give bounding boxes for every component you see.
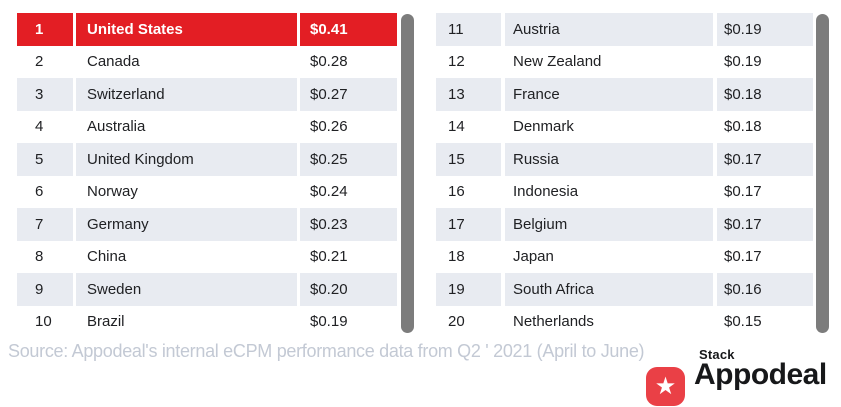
country-cell: France — [505, 78, 713, 111]
country-cell: Germany — [76, 208, 297, 241]
rank-cell: 7 — [17, 208, 73, 241]
ecpm-table-ranks-1-10: 1 United States $0.41 2 Canada $0.28 3 Switzerl… — [17, 13, 397, 338]
ecpm-value-cell: $0.23 — [300, 208, 397, 241]
rank-cell: 4 — [17, 110, 73, 143]
country-cell: Belgium — [505, 208, 713, 241]
table-row: 16 Indonesia $0.17 — [436, 175, 813, 208]
rank-cell: 3 — [17, 78, 73, 111]
country-cell: Australia — [76, 110, 297, 143]
country-cell: Japan — [505, 240, 713, 273]
country-cell: Austria — [505, 13, 713, 46]
rank-cell: 18 — [436, 240, 501, 273]
ecpm-value-cell: $0.26 — [300, 110, 397, 143]
ecpm-value-cell: $0.15 — [717, 305, 813, 338]
source-note: Source: Appodeal's internal eCPM perform… — [8, 341, 645, 361]
country-cell: Netherlands — [505, 305, 713, 338]
table-row: 2 Canada $0.28 — [17, 45, 397, 78]
ecpm-value-cell: $0.17 — [717, 175, 813, 208]
ecpm-value-cell: $0.25 — [300, 143, 397, 176]
rank-cell: 11 — [436, 13, 501, 46]
country-cell: Denmark — [505, 110, 713, 143]
ecpm-value-cell: $0.41 — [300, 13, 397, 46]
table-row: 10 Brazil $0.19 — [17, 305, 397, 338]
ecpm-value-cell: $0.18 — [717, 78, 813, 111]
ecpm-value-cell: $0.21 — [300, 240, 397, 273]
rank-cell: 10 — [17, 305, 73, 338]
country-cell: Sweden — [76, 273, 297, 306]
rank-cell: 19 — [436, 273, 501, 306]
table-row: 3 Switzerland $0.27 — [17, 78, 397, 111]
table-row: 11 Austria $0.19 — [436, 13, 813, 46]
rank-cell: 6 — [17, 175, 73, 208]
ecpm-value-cell: $0.19 — [717, 45, 813, 78]
rank-cell: 12 — [436, 45, 501, 78]
rank-cell: 5 — [17, 143, 73, 176]
country-cell: South Africa — [505, 273, 713, 306]
table-row: 17 Belgium $0.17 — [436, 208, 813, 241]
rank-cell: 2 — [17, 45, 73, 78]
ecpm-table-ranks-11-20: 11 Austria $0.19 12 New Zealand $0.19 13 France… — [436, 13, 813, 338]
table-row: 14 Denmark $0.18 — [436, 110, 813, 143]
rank-cell: 16 — [436, 175, 501, 208]
logo-stack-label: Stack — [699, 347, 735, 362]
country-cell: Russia — [505, 143, 713, 176]
rank-cell: 17 — [436, 208, 501, 241]
table-row: 15 Russia $0.17 — [436, 143, 813, 176]
rank-cell: 20 — [436, 305, 501, 338]
ecpm-value-cell: $0.18 — [717, 110, 813, 143]
ecpm-value-cell: $0.17 — [717, 208, 813, 241]
country-cell: Norway — [76, 175, 297, 208]
table-row: 5 United Kingdom $0.25 — [17, 143, 397, 176]
table-row: 8 China $0.21 — [17, 240, 397, 273]
ecpm-value-cell: $0.28 — [300, 45, 397, 78]
country-cell: Indonesia — [505, 175, 713, 208]
star-icon: ★ — [654, 371, 677, 400]
ecpm-value-cell: $0.27 — [300, 78, 397, 111]
table-row: 1 United States $0.41 — [17, 13, 397, 46]
left-table-scrollbar[interactable] — [401, 14, 414, 333]
ecpm-value-cell: $0.17 — [717, 143, 813, 176]
table-row: 7 Germany $0.23 — [17, 208, 397, 241]
appodeal-logo: ★ Stack Appodeal — [646, 347, 831, 407]
table-row: 20 Netherlands $0.15 — [436, 305, 813, 338]
rank-cell: 9 — [17, 273, 73, 306]
country-cell: United States — [76, 13, 297, 46]
ecpm-value-cell: $0.17 — [717, 240, 813, 273]
ecpm-value-cell: $0.19 — [717, 13, 813, 46]
rank-cell: 13 — [436, 78, 501, 111]
logo-badge: ★ — [646, 367, 685, 406]
country-cell: Canada — [76, 45, 297, 78]
ecpm-value-cell: $0.24 — [300, 175, 397, 208]
table-row: 18 Japan $0.17 — [436, 240, 813, 273]
country-cell: Brazil — [76, 305, 297, 338]
country-cell: United Kingdom — [76, 143, 297, 176]
table-row: 4 Australia $0.26 — [17, 110, 397, 143]
table-row: 13 France $0.18 — [436, 78, 813, 111]
ecpm-value-cell: $0.19 — [300, 305, 397, 338]
table-row: 6 Norway $0.24 — [17, 175, 397, 208]
table-row: 19 South Africa $0.16 — [436, 273, 813, 306]
country-cell: New Zealand — [505, 45, 713, 78]
ecpm-value-cell: $0.20 — [300, 273, 397, 306]
rank-cell: 15 — [436, 143, 501, 176]
ecpm-value-cell: $0.16 — [717, 273, 813, 306]
rank-cell: 8 — [17, 240, 73, 273]
rank-cell: 14 — [436, 110, 501, 143]
country-cell: Switzerland — [76, 78, 297, 111]
logo-brand-label: Appodeal — [694, 358, 827, 391]
table-row: 12 New Zealand $0.19 — [436, 45, 813, 78]
right-table-scrollbar[interactable] — [816, 14, 829, 333]
table-row: 9 Sweden $0.20 — [17, 273, 397, 306]
country-cell: China — [76, 240, 297, 273]
rank-cell: 1 — [17, 13, 73, 46]
